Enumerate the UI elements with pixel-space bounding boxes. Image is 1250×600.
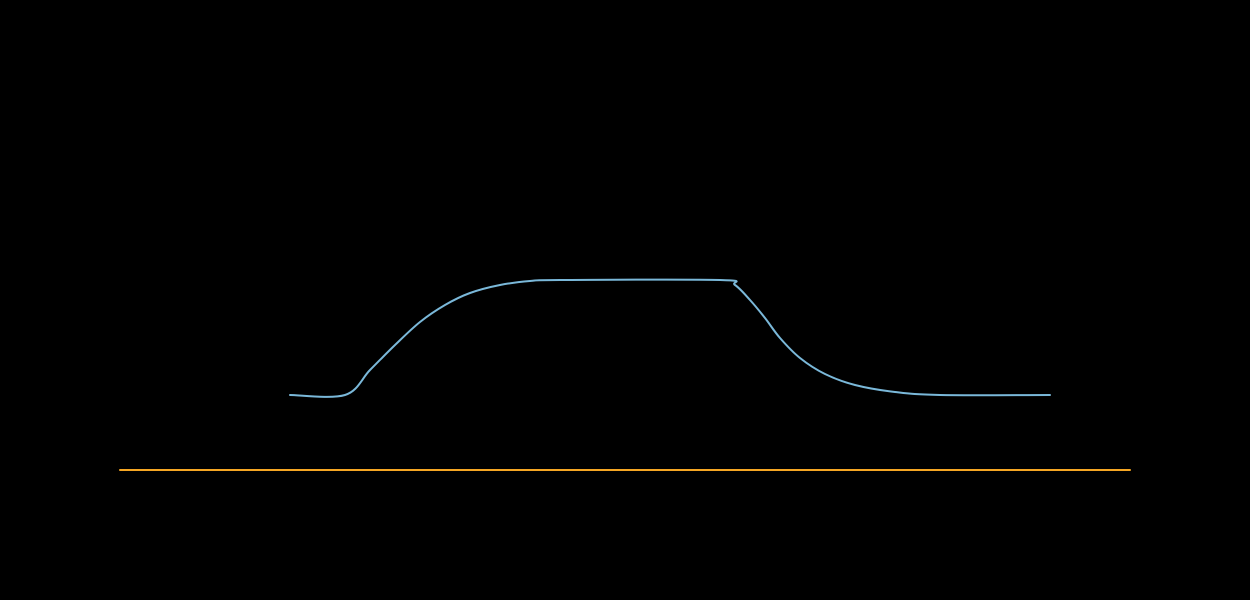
line-chart — [0, 0, 1250, 600]
chart-background — [0, 0, 1250, 600]
